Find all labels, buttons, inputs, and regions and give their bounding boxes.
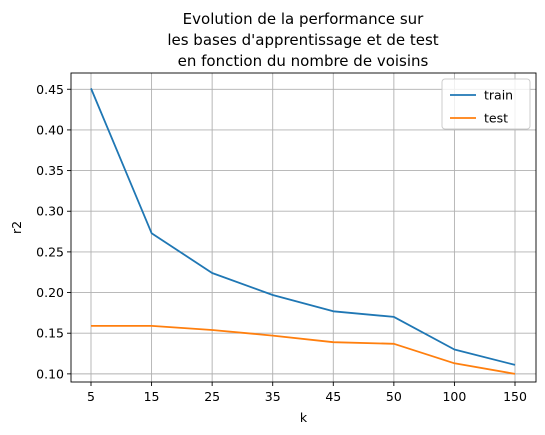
chart-title-line-1: Evolution de la performance sur xyxy=(183,10,425,28)
x-tick-label: 45 xyxy=(325,389,341,404)
x-tick-label: 150 xyxy=(503,389,527,404)
y-tick-label: 0.20 xyxy=(36,285,64,300)
y-tick-label: 0.10 xyxy=(36,366,64,381)
y-tick-label: 0.30 xyxy=(36,204,64,219)
legend: train test xyxy=(441,78,531,130)
y-tick-label: 0.35 xyxy=(36,163,64,178)
y-tick-label: 0.40 xyxy=(36,122,64,137)
legend-box xyxy=(441,78,531,130)
series-line-test xyxy=(91,324,516,375)
chart-title-line-3: en fonction du nombre de voisins xyxy=(178,52,429,70)
x-tick-label: 100 xyxy=(442,389,466,404)
y-tick-label: 0.25 xyxy=(36,244,64,259)
chart-title: Evolution de la performance sur les base… xyxy=(167,10,438,70)
x-tick-label: 5 xyxy=(87,389,95,404)
y-axis-label: r2 xyxy=(9,221,24,234)
y-tick-label: 0.45 xyxy=(36,82,64,97)
x-axis-label: k xyxy=(300,410,308,425)
grid xyxy=(71,73,536,382)
legend-label-train: train xyxy=(484,88,513,103)
chart-title-line-2: les bases d'apprentissage et de test xyxy=(167,31,438,49)
x-tick-label: 15 xyxy=(144,389,160,404)
y-tick-label: 0.15 xyxy=(36,326,64,341)
series-lines xyxy=(90,88,516,375)
plot-area-frame xyxy=(70,72,537,383)
legend-label-test: test xyxy=(484,111,508,126)
x-tick-label: 35 xyxy=(265,389,281,404)
x-tick-label: 50 xyxy=(386,389,402,404)
series-line-train xyxy=(90,88,516,366)
x-tick-label: 25 xyxy=(204,389,220,404)
axis-ticks: 5 15 25 35 45 50 100 150 0.10 0.15 0.20 0.25 0.30 0.3… xyxy=(36,82,527,404)
